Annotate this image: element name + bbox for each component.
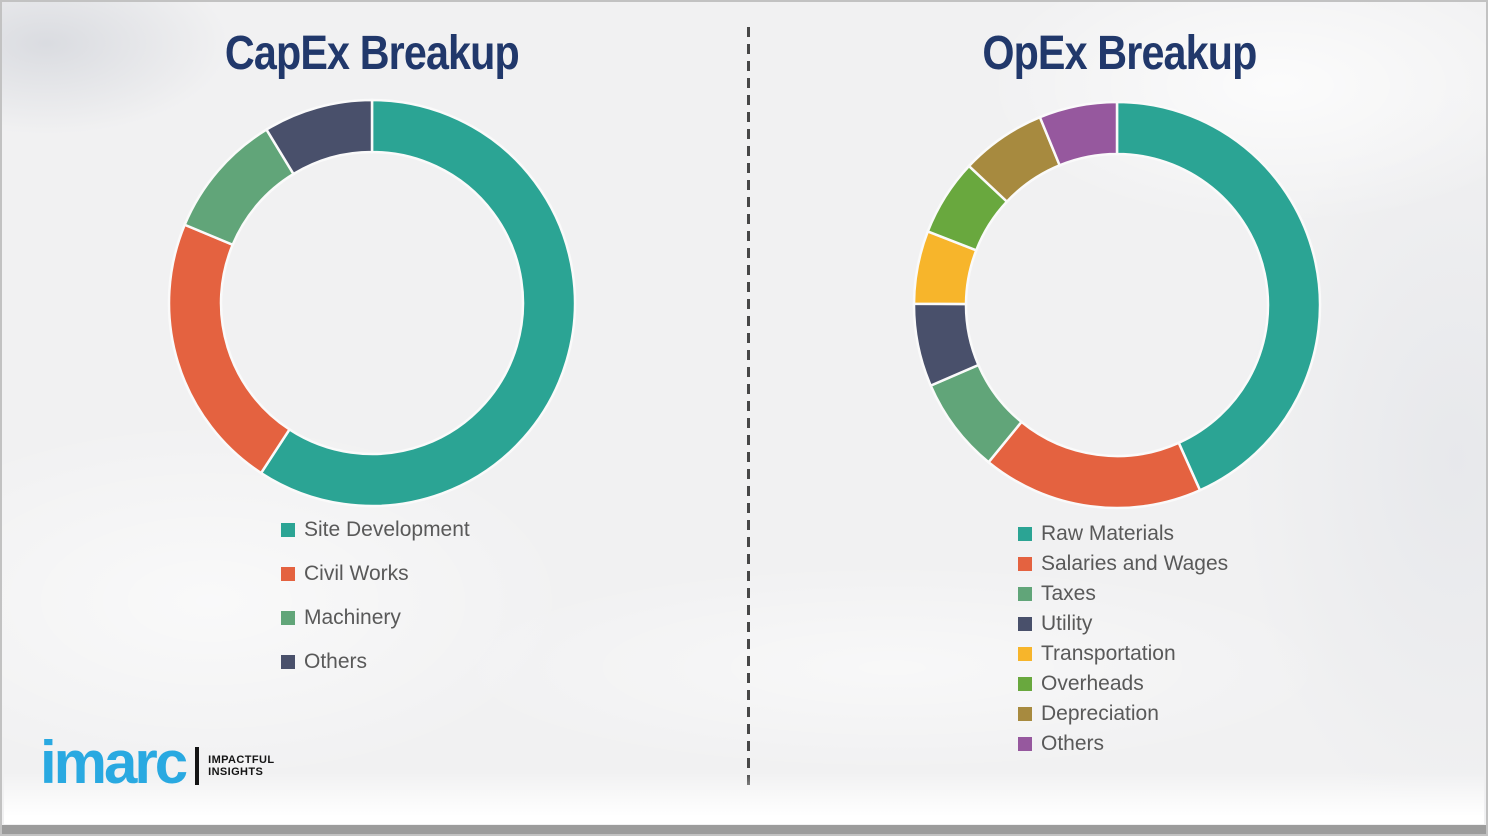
legend-label-transportation: Transportation — [1041, 642, 1176, 665]
legend-item-machinery: Machinery — [281, 604, 470, 632]
capex-legend: Site Development Civil Works Machinery Othe… — [281, 516, 470, 692]
legend-item-taxes: Taxes — [1018, 579, 1228, 609]
imarc-logo-tagline: IMPACTFUL INSIGHTS — [208, 754, 274, 778]
legend-label-machinery: Machinery — [304, 606, 401, 629]
donut-segment-raw-materials — [1115, 100, 1322, 492]
legend-item-others: Others — [281, 648, 470, 676]
legend-label-taxes: Taxes — [1041, 582, 1096, 605]
legend-marker-civil-works — [281, 567, 295, 581]
legend-marker-overheads — [1018, 677, 1032, 691]
legend-label-overheads: Overheads — [1041, 672, 1144, 695]
legend-marker-machinery — [281, 611, 295, 625]
opex-chart-title-text: OpEx Breakup — [982, 27, 1257, 80]
dashed-divider — [747, 27, 750, 792]
legend-label-others: Others — [304, 650, 368, 673]
legend-label-utility: Utility — [1041, 612, 1093, 635]
legend-marker-taxes — [1018, 587, 1032, 601]
legend-marker-others — [281, 655, 295, 669]
legend-item-utility: Utility — [1018, 609, 1228, 639]
legend-item-depreciation: Depreciation — [1018, 699, 1228, 729]
donut-segment-site-development — [259, 98, 577, 508]
legend-marker-utility — [1018, 617, 1032, 631]
legend-marker-others — [1018, 737, 1032, 751]
capex-donut-chart — [167, 98, 577, 508]
legend-marker-salaries-and-wages — [1018, 557, 1032, 571]
legend-label-raw-materials: Raw Materials — [1041, 522, 1175, 545]
donut-segment-others — [1038, 100, 1119, 167]
legend-marker-transportation — [1018, 647, 1032, 661]
legend-item-overheads: Overheads — [1018, 669, 1228, 699]
imarc-logo-separator — [195, 747, 200, 785]
imarc-logo-wordmark: imarc — [40, 729, 188, 796]
bottom-bar — [2, 825, 1486, 834]
imarc-tagline-line1: IMPACTFUL — [208, 754, 275, 766]
legend-label-others: Others — [1041, 732, 1105, 755]
legend-item-others: Others — [1018, 729, 1228, 759]
legend-label-depreciation: Depreciation — [1041, 702, 1159, 725]
donut-segment-salaries-and-wages — [986, 420, 1202, 510]
capex-chart-title-text: CapEx Breakup — [225, 27, 520, 80]
imarc-tagline-line2: INSIGHTS — [208, 766, 264, 778]
legend-marker-depreciation — [1018, 707, 1032, 721]
legend-label-salaries-and-wages: Salaries and Wages — [1041, 552, 1229, 575]
opex-donut-chart — [912, 100, 1322, 510]
capex-chart-title: CapEx Breakup — [162, 26, 582, 81]
legend-item-salaries-and-wages: Salaries and Wages — [1018, 549, 1228, 579]
donut-segment-civil-works — [167, 223, 292, 475]
legend-item-transportation: Transportation — [1018, 639, 1228, 669]
opex-chart-title: OpEx Breakup — [907, 26, 1332, 81]
legend-label-site-development: Site Development — [304, 518, 470, 541]
legend-marker-raw-materials — [1018, 527, 1032, 541]
opex-legend: Raw Materials Salaries and Wages Taxes Util… — [1018, 519, 1228, 759]
legend-item-site-development: Site Development — [281, 516, 470, 544]
donut-segment-others — [264, 98, 374, 176]
imarc-logo: imarc IMPACTFUL INSIGHTS — [40, 729, 274, 796]
legend-item-raw-materials: Raw Materials — [1018, 519, 1228, 549]
legend-label-civil-works: Civil Works — [304, 562, 409, 585]
legend-item-civil-works: Civil Works — [281, 560, 470, 588]
legend-marker-site-development — [281, 523, 295, 537]
